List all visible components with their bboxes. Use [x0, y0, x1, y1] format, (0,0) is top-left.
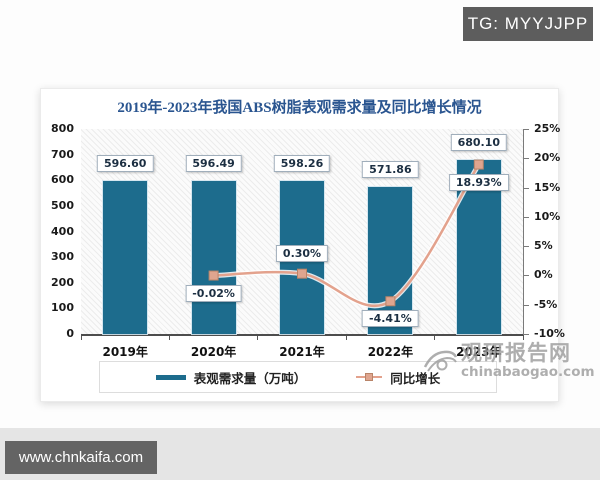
chart-card: 2019年-2023年我国ABS树脂表观需求量及同比增长情况 0 100 200 30… [40, 88, 595, 402]
left-axis-tick: 200 [51, 275, 74, 289]
right-axis-tick: 25% [534, 122, 561, 135]
bar-value-label: 598.26 [273, 154, 331, 172]
chart-title: 2019年-2023年我国ABS树脂表观需求量及同比增长情况 [117, 100, 482, 116]
right-axis-line [523, 129, 524, 335]
bar-value-label: 596.60 [96, 155, 154, 173]
right-axis-tick: 10% [534, 209, 561, 223]
right-axis-tick: -10% [534, 327, 565, 340]
legend-bar-swatch-icon [155, 374, 186, 380]
right-axis-tick-mark [523, 129, 529, 130]
right-axis-tick-mark [523, 334, 529, 335]
x-axis-label: 2019年 [102, 345, 148, 359]
legend-item-growth: 同比增长 [356, 368, 440, 387]
left-axis-tick: 0 [66, 327, 74, 340]
x-axis-label: 2022年 [367, 345, 414, 359]
x-axis-tick-mark [345, 336, 347, 340]
watermark-en-text: chinabaogao.com [461, 364, 595, 380]
growth-value-label: -4.41% [362, 310, 419, 328]
bar-value-label: 680.10 [450, 133, 508, 151]
growth-value-label: 18.93% [448, 173, 509, 191]
legend-bar-label: 表观需求量（万吨） [193, 370, 307, 386]
left-axis-tick: 800 [51, 122, 74, 135]
bar-2020 [191, 181, 236, 334]
legend-item-demand: 表观需求量（万吨） [155, 368, 307, 387]
right-axis-tick: -5% [534, 297, 558, 311]
watermark-cn-text: 观研报告网 [461, 341, 571, 365]
left-axis-tick: 500 [51, 198, 74, 212]
right-axis-tick-mark [523, 216, 529, 218]
right-axis-tick: 0% [534, 268, 553, 282]
legend: 表观需求量（万吨） 同比增长 [99, 361, 497, 393]
right-axis-tick: 5% [534, 239, 553, 253]
right-axis-tick-mark [523, 275, 529, 277]
right-axis-tick-mark [523, 304, 529, 306]
right-axis-tick-mark [523, 158, 529, 160]
right-axis-tick: 20% [534, 151, 561, 165]
watermark-eye-icon [423, 350, 458, 372]
bar-value-label: 596.49 [185, 155, 242, 173]
right-axis-tick-mark [523, 246, 529, 248]
growth-value-label: 0.30% [275, 244, 329, 262]
bar-2019 [103, 181, 148, 334]
legend-line-label: 同比增长 [390, 370, 441, 386]
right-axis-tick-mark [523, 187, 529, 189]
site-url-badge: www.chnkaifa.com [5, 441, 157, 474]
x-axis-label: 2020年 [190, 345, 237, 359]
left-axis-tick: 600 [51, 173, 74, 187]
bar-value-label: 571.86 [362, 161, 419, 179]
x-axis-line [81, 334, 524, 336]
x-axis-tick-mark [168, 336, 170, 340]
growth-value-label: -0.02% [185, 284, 242, 302]
x-axis-tick-mark [522, 336, 524, 340]
x-axis-tick-mark [80, 336, 82, 340]
left-axis-tick: 300 [51, 250, 74, 264]
x-axis-label: 2023年 [456, 345, 502, 359]
watermark: 观研报告网 chinabaogao.com [422, 342, 595, 380]
x-axis-tick-mark [257, 336, 259, 340]
right-axis-tick: 15% [534, 180, 561, 194]
x-axis-tick-mark [434, 336, 436, 340]
telegram-badge: TG: MYYJJPP [463, 7, 593, 41]
x-axis-label: 2021年 [279, 345, 325, 359]
left-axis-tick: 700 [51, 147, 74, 161]
left-axis-tick: 400 [51, 224, 74, 238]
left-axis-tick: 100 [51, 301, 74, 315]
legend-line-swatch-icon [356, 373, 383, 381]
